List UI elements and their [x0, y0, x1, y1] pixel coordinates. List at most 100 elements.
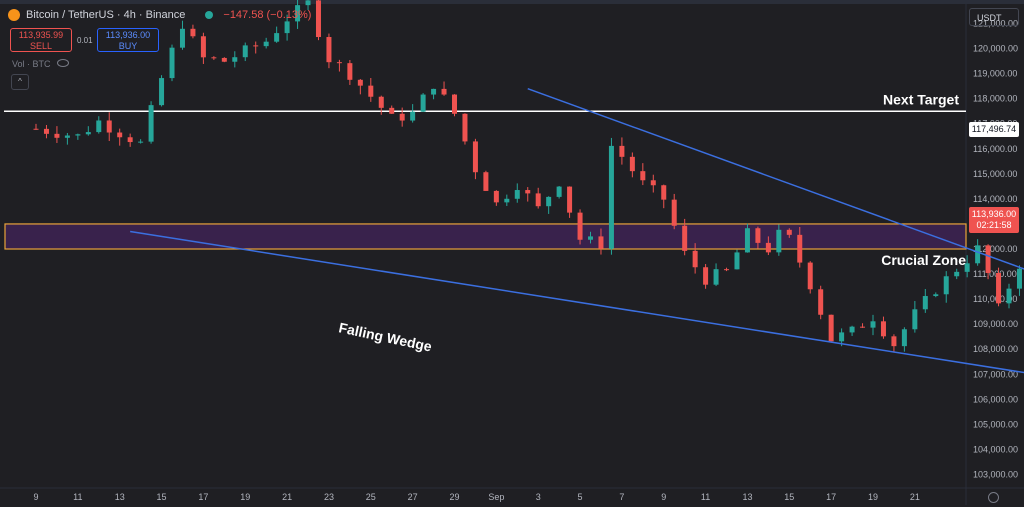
candle-body[interactable] — [117, 132, 123, 138]
candle-body[interactable] — [200, 36, 206, 58]
candle-body[interactable] — [274, 33, 280, 42]
candle-body[interactable] — [650, 180, 656, 186]
candle-body[interactable] — [148, 105, 154, 142]
candle-body[interactable] — [452, 94, 457, 114]
candle-body[interactable] — [295, 5, 301, 22]
candle-body[interactable] — [1016, 268, 1022, 289]
settings-icon[interactable] — [988, 492, 999, 503]
candle-body[interactable] — [535, 193, 541, 207]
candle-body[interactable] — [713, 269, 719, 285]
candle-body[interactable] — [242, 45, 248, 58]
candle-body[interactable] — [975, 245, 981, 264]
candle-body[interactable] — [776, 229, 782, 253]
candle-body[interactable] — [106, 120, 112, 133]
candle-body[interactable] — [389, 107, 395, 114]
wedge-lower-line[interactable] — [130, 230, 1024, 406]
candle-body[interactable] — [964, 263, 970, 272]
candle-body[interactable] — [441, 88, 447, 95]
candle-body[interactable] — [996, 272, 1002, 304]
candle-body[interactable] — [744, 228, 750, 253]
candle-body[interactable] — [211, 57, 217, 59]
candle-body[interactable] — [661, 185, 667, 200]
candle-body[interactable] — [504, 198, 510, 203]
candle-body[interactable] — [912, 309, 918, 330]
candle-body[interactable] — [734, 252, 740, 270]
candle-body[interactable] — [933, 294, 939, 297]
candle-body[interactable] — [221, 57, 227, 62]
candle-body[interactable] — [232, 57, 238, 62]
candle-body[interactable] — [305, 0, 311, 6]
candle-body[interactable] — [378, 96, 384, 108]
candle-body[interactable] — [64, 135, 70, 138]
candle-body[interactable] — [786, 229, 792, 235]
sell-button[interactable]: 113,935.99 SELL — [10, 28, 72, 52]
collapse-button[interactable]: ^ — [11, 74, 29, 90]
candle-body[interactable] — [75, 134, 81, 136]
candle-body[interactable] — [263, 41, 269, 47]
wedge-upper-line[interactable] — [527, 87, 1024, 335]
symbol-title[interactable]: Bitcoin / TetherUS · 4h · Binance — [26, 9, 186, 21]
candle-body[interactable] — [849, 326, 855, 333]
candle-body[interactable] — [127, 137, 133, 143]
candle-body[interactable] — [724, 269, 730, 271]
candle-body[interactable] — [828, 314, 834, 342]
candle-body[interactable] — [891, 336, 897, 347]
candle-body[interactable] — [922, 296, 928, 310]
candle-body[interactable] — [169, 47, 175, 79]
candle-body[interactable] — [640, 171, 646, 181]
candle-body[interactable] — [901, 329, 907, 347]
candle-body[interactable] — [629, 156, 635, 172]
candle-body[interactable] — [807, 262, 813, 290]
candle-body[interactable] — [765, 242, 771, 253]
candle-body[interactable] — [399, 113, 405, 121]
candle-body[interactable] — [284, 21, 290, 34]
candle-body[interactable] — [493, 190, 499, 203]
currency-selector[interactable]: USDT — [969, 8, 1019, 26]
candle-body[interactable] — [546, 196, 552, 207]
candle-body[interactable] — [347, 63, 353, 80]
candle-body[interactable] — [598, 236, 604, 249]
candle-body[interactable] — [525, 190, 531, 194]
candle-body[interactable] — [431, 88, 437, 95]
candle-body[interactable] — [33, 128, 39, 130]
candle-body[interactable] — [483, 172, 489, 191]
candle-body[interactable] — [943, 276, 949, 295]
candle-body[interactable] — [1006, 288, 1012, 304]
eye-icon[interactable] — [57, 59, 69, 67]
candle-body[interactable] — [682, 225, 688, 251]
candle-body[interactable] — [420, 94, 426, 112]
candle-body[interactable] — [43, 128, 49, 134]
candle-body[interactable] — [985, 245, 991, 273]
candle-body[interactable] — [671, 199, 677, 226]
candle-body[interactable] — [85, 132, 91, 135]
candle-body[interactable] — [159, 78, 165, 106]
candle-body[interactable] — [839, 332, 845, 342]
candle-body[interactable] — [138, 141, 144, 143]
candle-body[interactable] — [880, 321, 886, 337]
candle-body[interactable] — [577, 212, 583, 240]
candle-body[interactable] — [514, 190, 520, 199]
candle-body[interactable] — [190, 28, 196, 37]
candle-body[interactable] — [797, 234, 803, 263]
candle-body[interactable] — [818, 289, 824, 315]
buy-button[interactable]: 113,936.00 BUY — [97, 28, 159, 52]
candle-body[interactable] — [410, 111, 416, 121]
candle-body[interactable] — [567, 186, 573, 213]
candle-body[interactable] — [870, 321, 876, 328]
candle-body[interactable] — [608, 145, 614, 249]
candle-body[interactable] — [315, 0, 321, 38]
candle-body[interactable] — [462, 113, 468, 142]
candle-body[interactable] — [54, 133, 60, 138]
candle-body[interactable] — [357, 79, 363, 86]
candle-body[interactable] — [336, 62, 342, 64]
candle-body[interactable] — [703, 267, 709, 285]
candle-body[interactable] — [179, 28, 185, 48]
candle-body[interactable] — [556, 186, 562, 197]
candle-body[interactable] — [326, 37, 332, 63]
candle-body[interactable] — [860, 326, 866, 328]
candle-body[interactable] — [588, 236, 594, 240]
candle-body[interactable] — [692, 250, 698, 268]
candle-body[interactable] — [619, 145, 625, 157]
candle-body[interactable] — [755, 228, 761, 243]
